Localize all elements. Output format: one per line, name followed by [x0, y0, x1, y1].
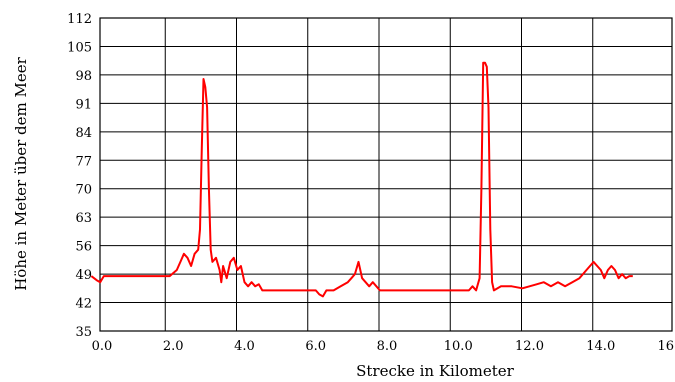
x-tick-label: 12.0: [515, 339, 544, 354]
y-tick-label: 77: [75, 154, 92, 169]
y-tick-label: 42: [75, 297, 92, 312]
elevation-series-line: [90, 61, 633, 298]
grid-lines: [100, 17, 672, 332]
y-axis-title: Höhe in Meter über dem Meer: [12, 56, 30, 290]
x-tick-label: 8.0: [377, 339, 398, 354]
x-tick-label: 0.0: [92, 339, 113, 354]
y-tick-label: 70: [75, 183, 92, 198]
x-tick-label: 2.0: [163, 339, 184, 354]
x-tick-label: 4.0: [234, 339, 255, 354]
x-tick-labels: 0.0 2.0 4.0 6.0 8.0 10.0 12.0 14.0 16.0: [92, 339, 675, 354]
plot-frame: [99, 17, 673, 332]
y-tick-labels: 112 105 98 91 84 77 70 63 56 49 42 35: [67, 12, 92, 340]
y-tick-label: 105: [67, 40, 92, 55]
x-axis-title: Strecke in Kilometer: [356, 362, 515, 380]
y-tick-label: 63: [75, 211, 92, 226]
y-tick-label: 98: [75, 69, 92, 84]
y-tick-label: 49: [75, 268, 92, 283]
x-tick-label: 10.0: [444, 339, 473, 354]
y-tick-label: 112: [67, 12, 92, 27]
y-tick-label: 84: [75, 126, 92, 141]
y-tick-label: 91: [75, 97, 92, 112]
x-tick-label: 6.0: [305, 339, 326, 354]
x-tick-label: 14.0: [586, 339, 615, 354]
y-tick-label: 56: [75, 240, 92, 255]
y-tick-label: 35: [75, 325, 92, 340]
x-tick-label: 16.0: [658, 339, 675, 354]
